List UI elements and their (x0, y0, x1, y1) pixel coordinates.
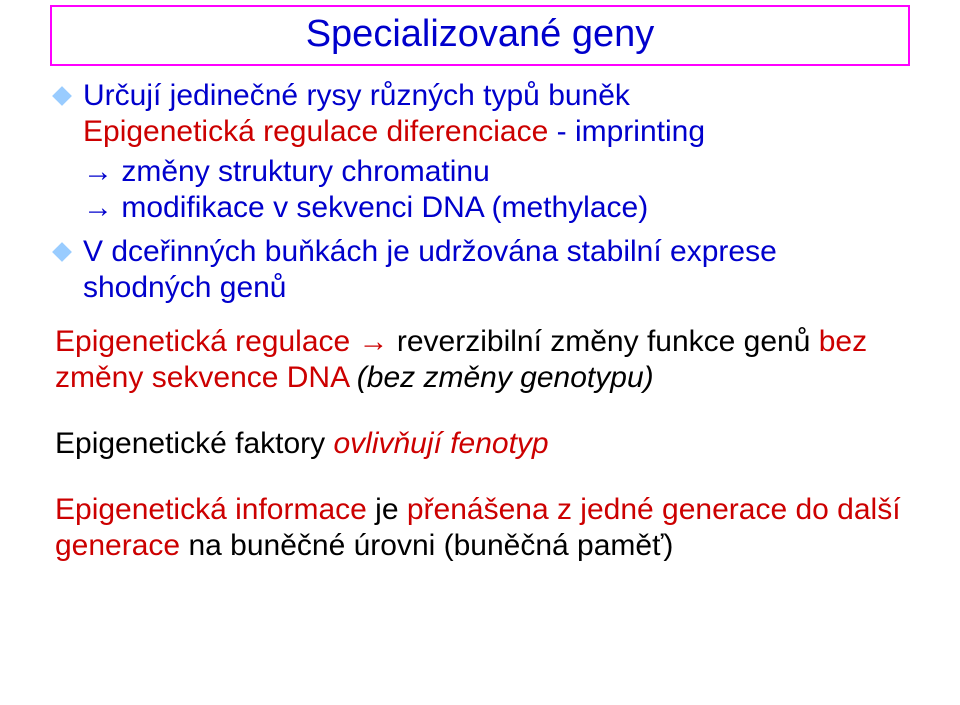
diamond-icon (52, 86, 72, 106)
arrow-2-text: → modifikace v sekvenci DNA (methylace) (83, 191, 648, 224)
spacer (55, 462, 905, 492)
title-box: Specializované geny (50, 5, 910, 66)
arrow-1-text: → změny struktury chromatinu (83, 155, 490, 188)
mid1-b: reverzibilní změny funkce genů (397, 325, 819, 358)
mid3-b: je (375, 493, 407, 526)
bullet-2: V dceřinných buňkách je udržována stabil… (55, 234, 905, 306)
bullet-2-text: V dceřinných buňkách je udržována stabil… (83, 234, 777, 306)
mid1-a: Epigenetická regulace → (55, 325, 397, 358)
bullet-1-text: Určují jedinečné rysy různých typů buněk… (83, 78, 705, 150)
bullet-1-line2a: Epigenetická regulace diferenciace (83, 115, 557, 148)
mid2-b: ovlivňují fenotyp (333, 427, 548, 460)
bullet-1-line1: Určují jedinečné rysy různých typů buněk (83, 79, 630, 112)
diamond-icon (52, 242, 72, 262)
mid-block-2: Epigenetické faktory ovlivňují fenotyp (55, 426, 905, 462)
slide: Specializované geny Určují jedinečné rys… (0, 0, 960, 705)
mid-block-1: Epigenetická regulace → reverzibilní změ… (55, 324, 905, 396)
mid2-a: Epigenetické faktory (55, 427, 333, 460)
bullet-2-line2: shodných genů (83, 271, 287, 304)
mid1-d: (bez změny genotypu) (357, 361, 654, 394)
arrow-line-1: → změny struktury chromatinu (83, 154, 905, 190)
mid3-d: na buněčné úrovni (buněčná paměť) (188, 529, 673, 562)
spacer (55, 396, 905, 426)
arrow-line-2: → modifikace v sekvenci DNA (methylace) (83, 190, 905, 226)
content-area: Určují jedinečné rysy různých typů buněk… (55, 78, 905, 564)
spacer (55, 226, 905, 234)
mid3-a: Epigenetická informace (55, 493, 375, 526)
bullet-1: Určují jedinečné rysy různých typů buněk… (55, 78, 905, 150)
slide-title: Specializované geny (306, 13, 655, 55)
bullet-2-line1: V dceřinných buňkách je udržována stabil… (83, 235, 777, 268)
bullet-1-line2b: - imprinting (557, 115, 705, 148)
mid-block-3: Epigenetická informace je přenášena z je… (55, 492, 905, 564)
